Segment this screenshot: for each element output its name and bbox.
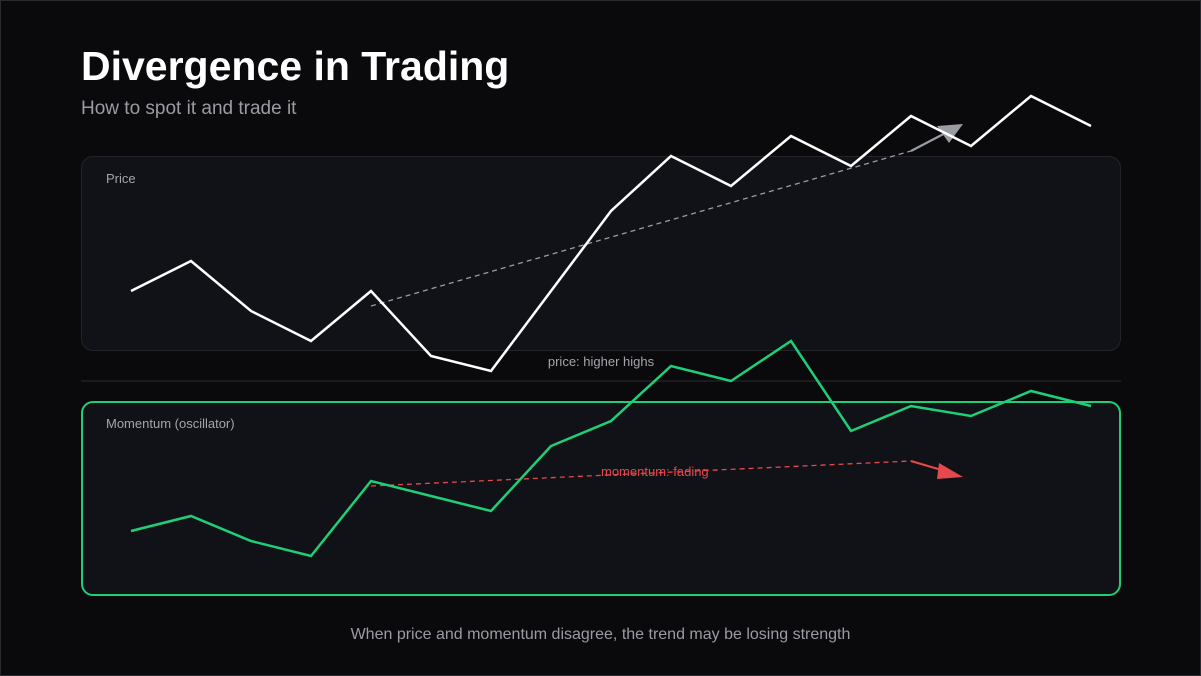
price-panel-label: Price [106, 171, 136, 186]
momentum-annotation: momentum: fading [601, 464, 709, 479]
price-arrow-head [937, 124, 963, 143]
momentum-chart [130, 339, 1092, 558]
footnote: When price and momentum disagree, the tr… [350, 626, 851, 643]
momentum-panel-label: Momentum (oscillator) [106, 416, 235, 431]
price-panel: Price [81, 156, 1121, 351]
momentum-series-line [130, 339, 1092, 558]
page-subtitle: How to spot it and trade it [81, 98, 297, 119]
price-chart [130, 94, 1092, 373]
momentum-arrow-head [937, 463, 963, 479]
momentum-trendline [370, 460, 912, 487]
divider [81, 380, 1121, 382]
page-title: Divergence in Trading [81, 43, 510, 89]
momentum-panel: Momentum (oscillator) [81, 401, 1121, 596]
price-trendline [370, 150, 912, 307]
price-caption: price: higher highs [547, 354, 655, 369]
